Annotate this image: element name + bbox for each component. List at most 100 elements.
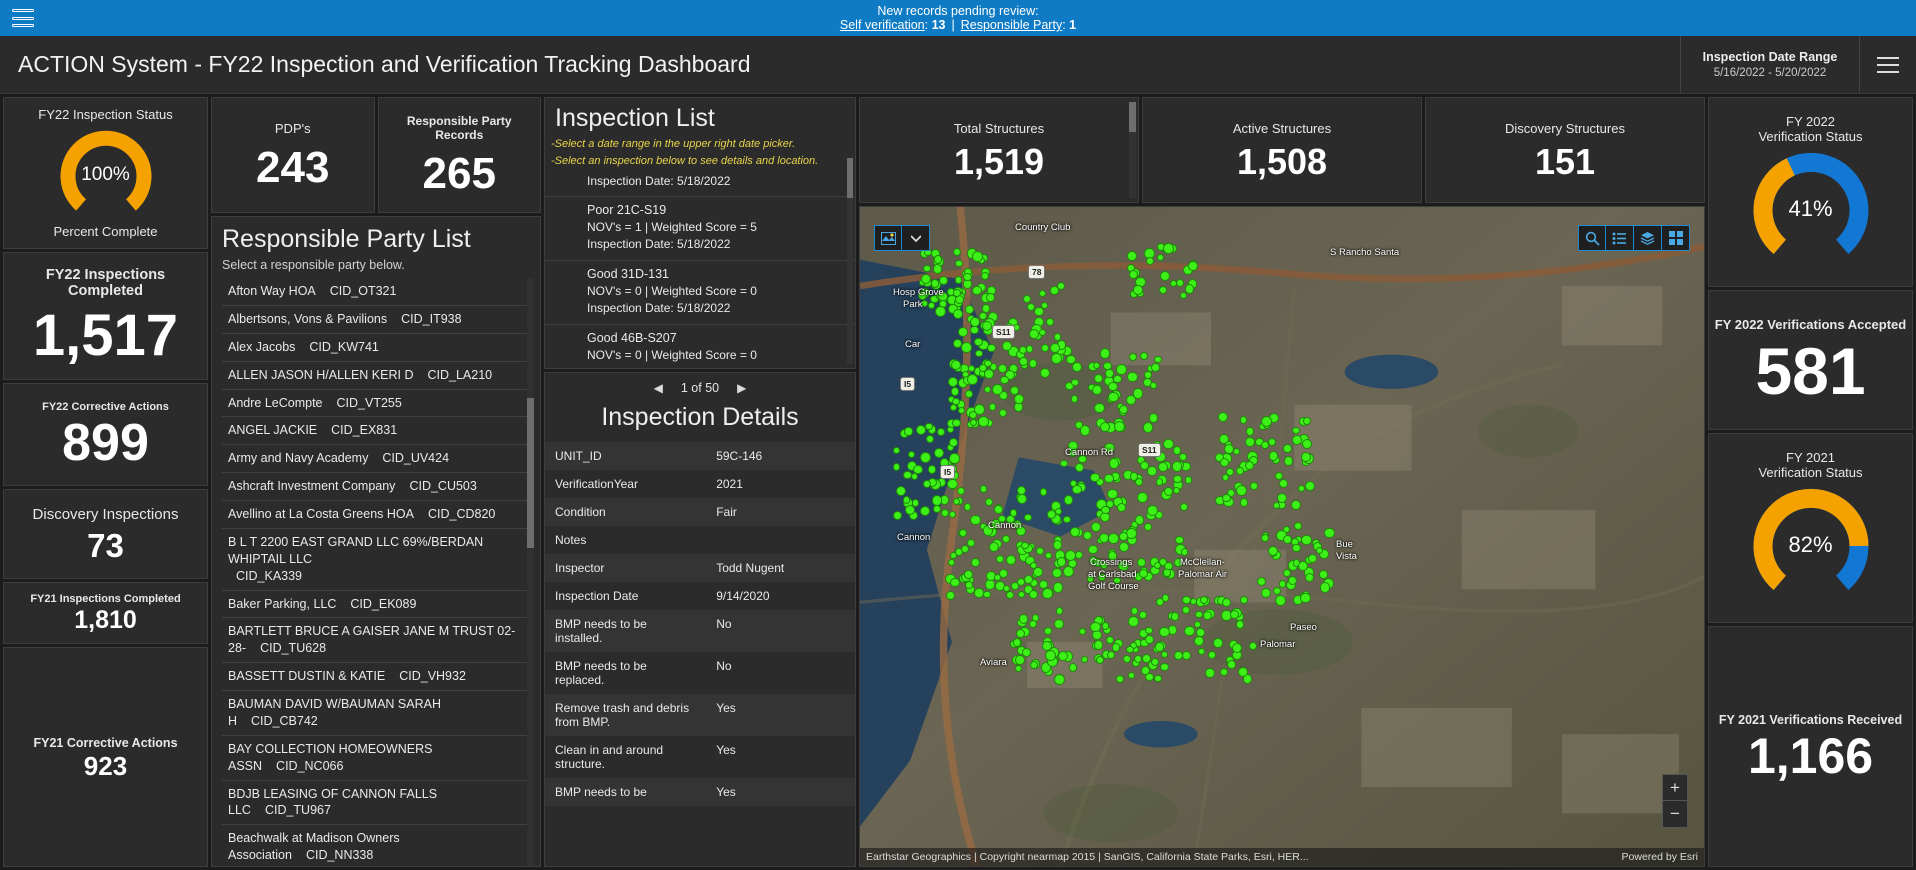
map-structure-point[interactable]: [1153, 562, 1161, 570]
map-structure-point[interactable]: [983, 368, 994, 379]
map-structure-point[interactable]: [1148, 413, 1159, 423]
map-structure-point[interactable]: [1011, 582, 1019, 590]
map-structure-point[interactable]: [1232, 643, 1243, 654]
responsible-party-item[interactable]: ANGEL JACKIE CID_EX831: [222, 417, 534, 446]
map-structure-point[interactable]: [1100, 421, 1111, 432]
map-structure-point[interactable]: [1090, 472, 1100, 483]
map-structure-point[interactable]: [1075, 463, 1085, 472]
map-structure-point[interactable]: [1239, 498, 1249, 507]
map-structure-point[interactable]: [1145, 672, 1154, 682]
map-structure-point[interactable]: [1147, 505, 1159, 516]
map-structure-point[interactable]: [1015, 655, 1025, 666]
zoom-in-button[interactable]: +: [1663, 775, 1687, 801]
map-structure-point[interactable]: [1283, 456, 1294, 466]
map-structure-point[interactable]: [1139, 351, 1148, 360]
map-structure-point[interactable]: [966, 539, 975, 548]
map-structure-point[interactable]: [1005, 370, 1016, 381]
map-structure-point[interactable]: [1000, 375, 1009, 385]
map-structure-point[interactable]: [1071, 378, 1079, 387]
map-structure-point[interactable]: [1132, 388, 1144, 399]
map-structure-point[interactable]: [948, 510, 957, 519]
map-structure-point[interactable]: [1136, 557, 1146, 567]
map-structure-point[interactable]: [936, 427, 945, 436]
map-structure-point[interactable]: [1172, 446, 1181, 455]
map-structure-point[interactable]: [949, 437, 959, 448]
map-structure-point[interactable]: [1199, 595, 1209, 605]
map-structure-point[interactable]: [982, 525, 994, 536]
map-structure-point[interactable]: [964, 570, 974, 580]
map-structure-point[interactable]: [1035, 546, 1044, 555]
scrollbar-thumb[interactable]: [527, 398, 534, 548]
map-structure-point[interactable]: [1080, 655, 1089, 664]
map-structure-point[interactable]: [1315, 546, 1324, 555]
map-structure-point[interactable]: [1297, 485, 1305, 493]
map-structure-point[interactable]: [984, 386, 992, 394]
map-structure-point[interactable]: [1065, 382, 1074, 391]
map-structure-point[interactable]: [1040, 302, 1048, 310]
map-structure-point[interactable]: [1063, 495, 1074, 505]
map-structure-point[interactable]: [1164, 561, 1174, 571]
map-structure-point[interactable]: [932, 504, 942, 514]
map-structure-point[interactable]: [1083, 530, 1093, 540]
responsible-party-item[interactable]: Baker Parking, LLC CID_EK089: [222, 591, 534, 619]
map-structure-point[interactable]: [1127, 671, 1135, 679]
map-structure-point[interactable]: [1021, 648, 1031, 658]
map-structure-point[interactable]: [925, 422, 933, 431]
responsible-party-item[interactable]: BAY COLLECTION HOMEOWNERS ASSN CID_NC066: [222, 736, 534, 781]
map-structure-point[interactable]: [1139, 610, 1147, 619]
map-structure-point[interactable]: [1221, 473, 1230, 482]
map-structure-point[interactable]: [933, 255, 943, 265]
scrollbar-thumb[interactable]: [1129, 102, 1136, 132]
map-structure-point[interactable]: [1130, 607, 1138, 615]
map-structure-point[interactable]: [1205, 668, 1215, 678]
map-structure-point[interactable]: [1150, 362, 1160, 372]
map-structure-point[interactable]: [1028, 329, 1039, 340]
scrollbar-thumb[interactable]: [847, 158, 853, 198]
map-structure-point[interactable]: [931, 495, 943, 506]
map-structure-point[interactable]: [1250, 482, 1258, 490]
map-structure-point[interactable]: [1107, 551, 1118, 562]
basemap-icon[interactable]: [874, 225, 902, 251]
map-structure-point[interactable]: [1107, 489, 1118, 500]
map-structure-point[interactable]: [952, 289, 961, 298]
map-structure-point[interactable]: [954, 276, 963, 284]
map-structure-point[interactable]: [967, 374, 979, 386]
map-structure-point[interactable]: [1173, 474, 1182, 484]
map-structure-point[interactable]: [1139, 569, 1148, 579]
map-structure-point[interactable]: [1053, 618, 1065, 630]
map-structure-point[interactable]: [1057, 650, 1069, 661]
map-structure-point[interactable]: [1175, 535, 1184, 545]
map-structure-point[interactable]: [1256, 576, 1267, 587]
map-structure-point[interactable]: [1173, 486, 1181, 495]
map-structure-point[interactable]: [1092, 362, 1100, 370]
map-structure-point[interactable]: [1154, 642, 1165, 652]
map-structure-point[interactable]: [1193, 635, 1204, 646]
responsible-party-link[interactable]: Responsible Party: [960, 18, 1063, 32]
map-structure-point[interactable]: [1127, 251, 1137, 261]
map-structure-point[interactable]: [1028, 620, 1037, 629]
map-structure-point[interactable]: [1268, 451, 1279, 461]
map-structure-point[interactable]: [1128, 616, 1139, 628]
map-structure-point[interactable]: [1021, 541, 1029, 549]
map-structure-point[interactable]: [1324, 527, 1335, 539]
map-structure-point[interactable]: [972, 251, 984, 263]
map-structure-point[interactable]: [927, 465, 937, 474]
map-structure-point[interactable]: [1182, 651, 1192, 661]
map-structure-point[interactable]: [1066, 354, 1076, 365]
map-structure-point[interactable]: [1147, 466, 1157, 476]
map-structure-point[interactable]: [1072, 484, 1082, 495]
map-structure-point[interactable]: [1028, 359, 1038, 368]
map-structure-point[interactable]: [1039, 488, 1048, 496]
map-structure-point[interactable]: [1074, 550, 1084, 559]
map-structure-point[interactable]: [958, 528, 967, 538]
map-structure-point[interactable]: [1030, 562, 1038, 570]
map-structure-point[interactable]: [1119, 532, 1128, 542]
map-structure-point[interactable]: [1019, 346, 1028, 355]
map-structure-point[interactable]: [1089, 621, 1101, 633]
responsible-party-item[interactable]: BAUMAN DAVID W/BAUMAN SARAH H CID_CB742: [222, 691, 534, 736]
responsible-party-item[interactable]: Beachwalk at Madison Owners Association C…: [222, 825, 534, 866]
map-structure-point[interactable]: [1027, 303, 1035, 312]
map-structure-point[interactable]: [1297, 560, 1308, 571]
map-structure-point[interactable]: [1202, 610, 1212, 620]
map-structure-point[interactable]: [1171, 461, 1183, 473]
